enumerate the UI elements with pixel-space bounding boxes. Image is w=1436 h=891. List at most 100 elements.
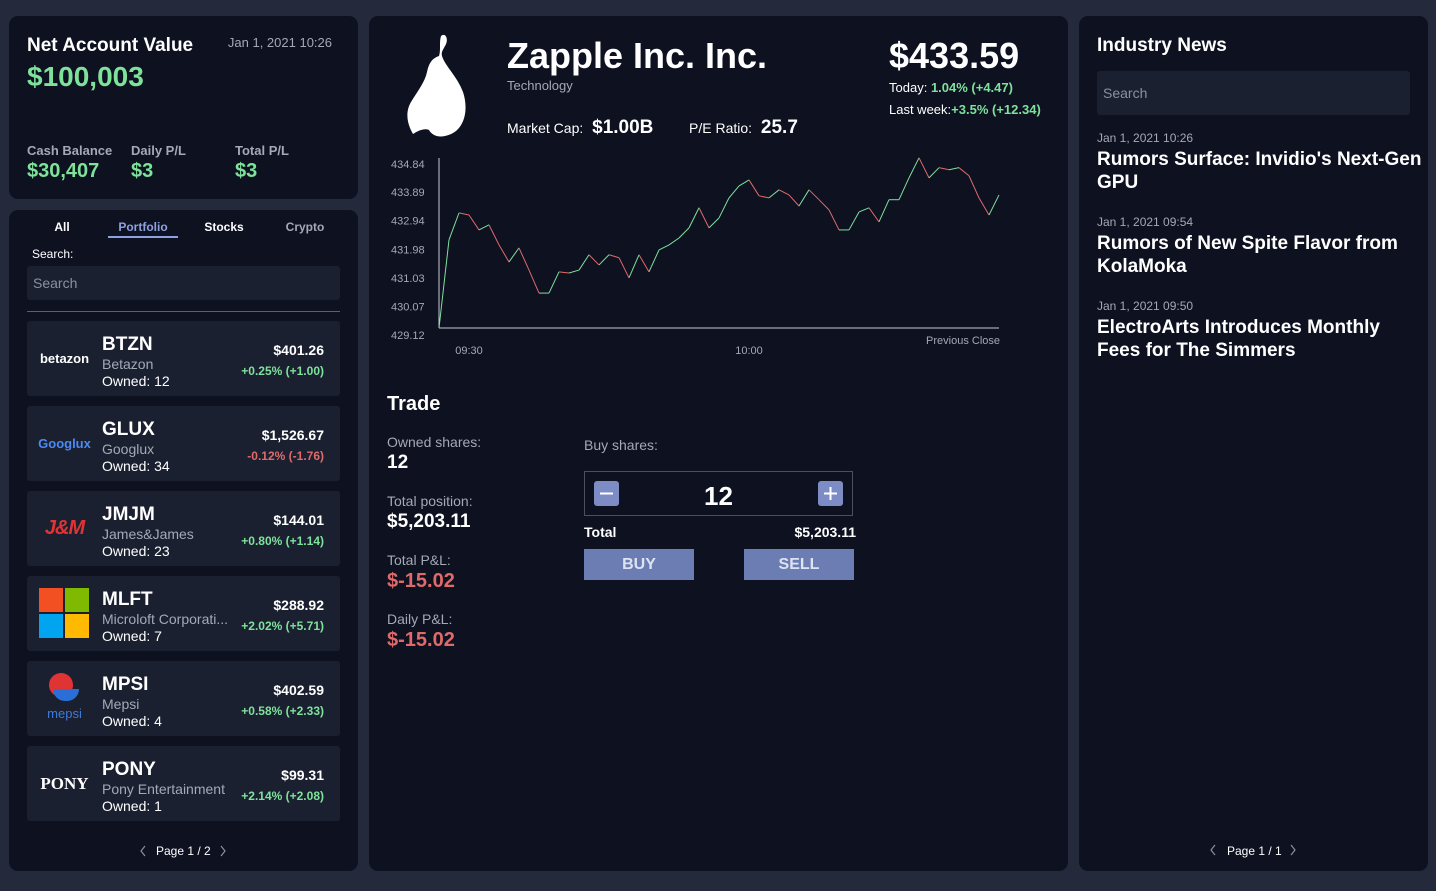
line-segment xyxy=(768,189,780,199)
prev-page[interactable] xyxy=(140,845,146,857)
stock-panel: Zapple Inc. Inc. Technology $433.59 Toda… xyxy=(369,16,1068,871)
line-segment xyxy=(678,227,690,239)
tab[interactable]: Crypto xyxy=(285,220,325,234)
news-search[interactable]: Search xyxy=(1097,71,1410,115)
stock-card[interactable]: MLFT Microloft Corporati... Owned: 7 $288.9… xyxy=(27,576,340,651)
line-segment xyxy=(798,189,810,207)
total-pl-value: $-15.02 xyxy=(387,570,455,592)
stock-card[interactable]: J&M JMJM James&James Owned: 23 $144.01 +0.80%… xyxy=(27,491,340,566)
week-row: Last week:+3.5% (+12.34) xyxy=(889,102,1041,117)
pe-label: P/E Ratio: xyxy=(689,120,753,136)
line-segment xyxy=(628,254,640,279)
total-pl-label: Total P&L: xyxy=(387,552,451,568)
line-segment xyxy=(688,207,700,229)
stock-card[interactable]: Googlux GLUX Googlux Owned: 34 $1,526.67 -0.1… xyxy=(27,406,340,481)
news-pager-arrows xyxy=(1210,844,1296,856)
news-pager: Page 1 / 1 xyxy=(1227,844,1282,858)
line-segment xyxy=(598,254,610,266)
pager-arrows xyxy=(140,845,226,857)
cash-label: Cash Balance xyxy=(27,143,113,158)
stock-change: +0.80% (+1.14) xyxy=(241,534,324,548)
stock-name: Betazon xyxy=(102,356,154,372)
portfolio-panel: Search: Search Page 1 / 2 All Portfolio St… xyxy=(9,210,358,871)
line-segment xyxy=(608,254,620,259)
tab[interactable]: Portfolio xyxy=(118,220,168,234)
stock-owned: Owned: 4 xyxy=(102,713,162,729)
next-page[interactable] xyxy=(1290,844,1296,856)
pear-logo xyxy=(407,34,466,137)
stock-sector: Technology xyxy=(507,78,573,93)
tab-underline xyxy=(108,236,178,238)
line-segment xyxy=(758,195,770,199)
stock-symbol: JMJM xyxy=(102,504,155,525)
stock-card[interactable]: mepsi MPSI Mepsi Owned: 4 $402.59 +0.58% (+2.… xyxy=(27,661,340,736)
y-tick-label: 432.94 xyxy=(391,216,425,228)
stock-symbol: GLUX xyxy=(102,419,155,440)
line-segment xyxy=(788,194,800,207)
line-segment xyxy=(698,207,710,229)
stock-logo: Googlux xyxy=(38,436,91,451)
sell-button[interactable]: SELL xyxy=(744,549,854,580)
next-page[interactable] xyxy=(220,845,226,857)
decrement[interactable] xyxy=(594,481,620,507)
price-chart: Previous Close 434.84 433.89 432.94 431.98 4… xyxy=(391,157,1000,357)
news-headline[interactable]: ElectroArts Introduces Monthly Fees for … xyxy=(1097,317,1380,361)
line-segment xyxy=(878,199,890,223)
line-segment xyxy=(968,175,980,199)
stock-card[interactable]: betazon BTZN Betazon Owned: 12 $401.26 +0.25%… xyxy=(27,321,340,396)
stock-card[interactable]: PONY PONY Pony Entertainment Owned: 1 $99.31… xyxy=(27,746,340,821)
line-segment xyxy=(908,157,920,179)
news-headline[interactable]: Rumors of New Spite Flavor from KolaMoka xyxy=(1097,233,1398,277)
stock-price: $433.59 xyxy=(889,35,1020,76)
tab[interactable]: All xyxy=(54,220,70,234)
line-segment xyxy=(658,244,670,251)
daily-value: $3 xyxy=(131,160,154,182)
line-segment xyxy=(648,249,660,273)
cap-value: $1.00B xyxy=(592,117,654,138)
stock-name: Mepsi xyxy=(102,696,140,712)
total-label: Total xyxy=(584,524,617,540)
line-segment xyxy=(918,157,930,179)
line-segment xyxy=(558,271,570,274)
account-value: $100,003 xyxy=(27,61,144,92)
pager-label: Page 1 / 2 xyxy=(156,844,211,858)
tab[interactable]: Stocks xyxy=(204,220,244,234)
account-date: Jan 1, 2021 10:26 xyxy=(227,35,332,50)
stock-name: Googlux xyxy=(102,441,155,457)
stock-change: +2.02% (+5.71) xyxy=(241,619,324,633)
news-date: Jan 1, 2021 09:50 xyxy=(1097,299,1194,313)
line-segment xyxy=(978,197,990,216)
stock-price: $99.31 xyxy=(281,767,324,783)
logo-square xyxy=(65,614,89,638)
cap-row: Market Cap: $1.00B xyxy=(507,117,653,139)
line-segment xyxy=(718,197,730,219)
line-segment xyxy=(828,209,840,231)
stock-name: Pony Entertainment xyxy=(102,781,225,797)
stock-price: $144.01 xyxy=(273,512,324,528)
stock-symbol: BTZN xyxy=(102,334,153,355)
total-value: $3 xyxy=(235,160,258,182)
line-segment xyxy=(548,271,560,294)
line-segment xyxy=(778,189,790,196)
stock-change: +0.58% (+2.33) xyxy=(241,704,324,718)
stock-symbol: MLFT xyxy=(102,589,153,610)
line-segment xyxy=(578,254,590,271)
increment[interactable] xyxy=(818,481,844,507)
line-segment xyxy=(668,237,680,246)
y-tick-label: 434.84 xyxy=(391,159,425,171)
quantity-box[interactable]: 12 xyxy=(584,471,853,516)
buy-button[interactable]: BUY xyxy=(584,549,694,580)
today-row: Today: 1.04% (+4.47) xyxy=(889,80,1013,95)
line-segment xyxy=(508,247,520,263)
prev-page[interactable] xyxy=(1210,844,1216,856)
x-tick-label: 10:00 xyxy=(735,345,763,357)
line-segment xyxy=(818,199,830,211)
search-input[interactable]: Search xyxy=(27,266,340,300)
line-segment xyxy=(738,179,750,187)
line-segment xyxy=(528,269,540,294)
news-headline[interactable]: Rumors Surface: Invidio's Next-Gen GPU xyxy=(1097,149,1422,193)
quantity: 12 xyxy=(704,481,733,511)
total-label: Total P/L xyxy=(235,143,289,158)
line-segment xyxy=(588,254,600,266)
